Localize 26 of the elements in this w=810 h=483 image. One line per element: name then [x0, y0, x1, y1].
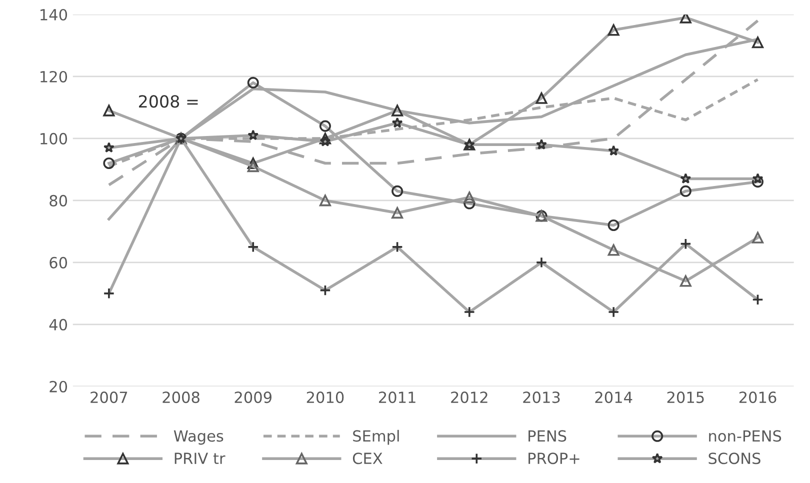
x-tick-label: 2009	[234, 392, 272, 404]
x-tick-label: 2015	[667, 392, 704, 404]
legend-label: CEX	[352, 452, 382, 464]
x-tick-label: 2008	[162, 392, 200, 404]
y-tick-label: 60	[50, 256, 68, 268]
legend-label: SCONS	[708, 452, 760, 464]
x-tick-label: 2014	[595, 392, 632, 404]
legend-label: PROP+	[528, 452, 580, 464]
legend-label: Wages	[174, 430, 224, 445]
x-tick-label: 2007	[90, 392, 128, 404]
annotation: 2008 =	[139, 95, 198, 108]
x-tick-label: 2010	[306, 392, 344, 404]
x-tick-label: 2012	[451, 392, 488, 404]
x-tick-label: 2013	[523, 392, 560, 404]
x-tick-label: 2011	[378, 392, 416, 404]
y-tick-label: 40	[49, 318, 68, 330]
legend-label: PRIV tr	[174, 452, 226, 464]
y-tick-label: 120	[40, 70, 68, 82]
legend-label: PENS	[528, 430, 566, 442]
y-tick-label: 100	[40, 132, 68, 144]
legend-label: non-PENS	[709, 430, 782, 442]
y-tick-label: 140	[40, 8, 68, 21]
x-tick-label: 2016	[739, 392, 776, 404]
legend-label: SEmpl	[353, 430, 399, 445]
y-tick-label: 20	[50, 380, 68, 392]
y-tick-label: 80	[50, 194, 68, 206]
